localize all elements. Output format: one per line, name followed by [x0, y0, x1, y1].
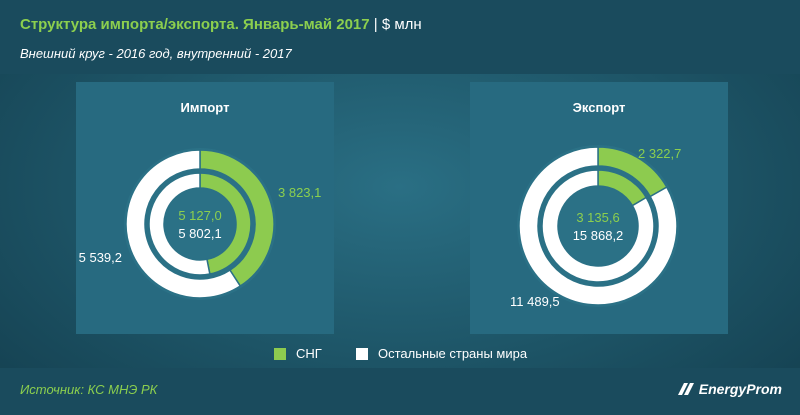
legend-swatch-cis — [274, 347, 286, 360]
label-outer-cis: 2 322,7 — [638, 146, 681, 161]
legend-swatch-rest — [356, 347, 368, 360]
title-text: Структура импорта/экспорта. Январь-май 2… — [20, 16, 370, 33]
legend-item-cis: СНГ — [274, 346, 322, 361]
donut-slice-outer-rest — [518, 146, 678, 306]
donut-slice-inner-rest — [541, 169, 655, 283]
export-title: Экспорт — [572, 100, 626, 115]
label-inner-rest: 15 868,2 — [573, 228, 624, 243]
legend-label-cis: СНГ — [296, 346, 322, 361]
donut-slice-outer-rest — [125, 149, 242, 299]
label-inner-cis: 5 127,0 — [178, 208, 221, 223]
chart-title: Структура импорта/экспорта. Январь-май 2… — [20, 16, 422, 33]
import-title: Импорт — [180, 100, 230, 115]
label-inner-cis: 3 135,6 — [576, 210, 619, 225]
label-inner-rest: 5 802,1 — [178, 226, 221, 241]
legend: СНГ Остальные страны мира — [0, 346, 800, 366]
donut-backdrop — [124, 148, 276, 300]
chart-subtitle: Внешний круг - 2016 год, внутренний - 20… — [20, 46, 292, 61]
legend-item-rest: Остальные страны мира — [356, 346, 527, 361]
footer: Источник: КС МНЭ РК EnergyProm — [0, 368, 800, 415]
donut-slice-inner-rest — [148, 172, 211, 276]
label-outer-rest: 5 539,2 — [79, 250, 122, 265]
label-outer-cis: 3 823,1 — [278, 185, 321, 200]
donut-backdrop — [517, 145, 679, 307]
brand-name: EnergyProm — [698, 381, 782, 397]
label-outer-rest: 11 489,5 — [510, 294, 560, 309]
header: Структура импорта/экспорта. Январь-май 2… — [0, 0, 800, 74]
energyprom-icon — [677, 383, 694, 395]
legend-label-rest: Остальные страны мира — [378, 346, 528, 361]
source-note: Источник: КС МНЭ РК — [20, 382, 158, 397]
title-unit: | $ млн — [373, 16, 422, 33]
brand-logo: EnergyProm — [675, 380, 782, 398]
